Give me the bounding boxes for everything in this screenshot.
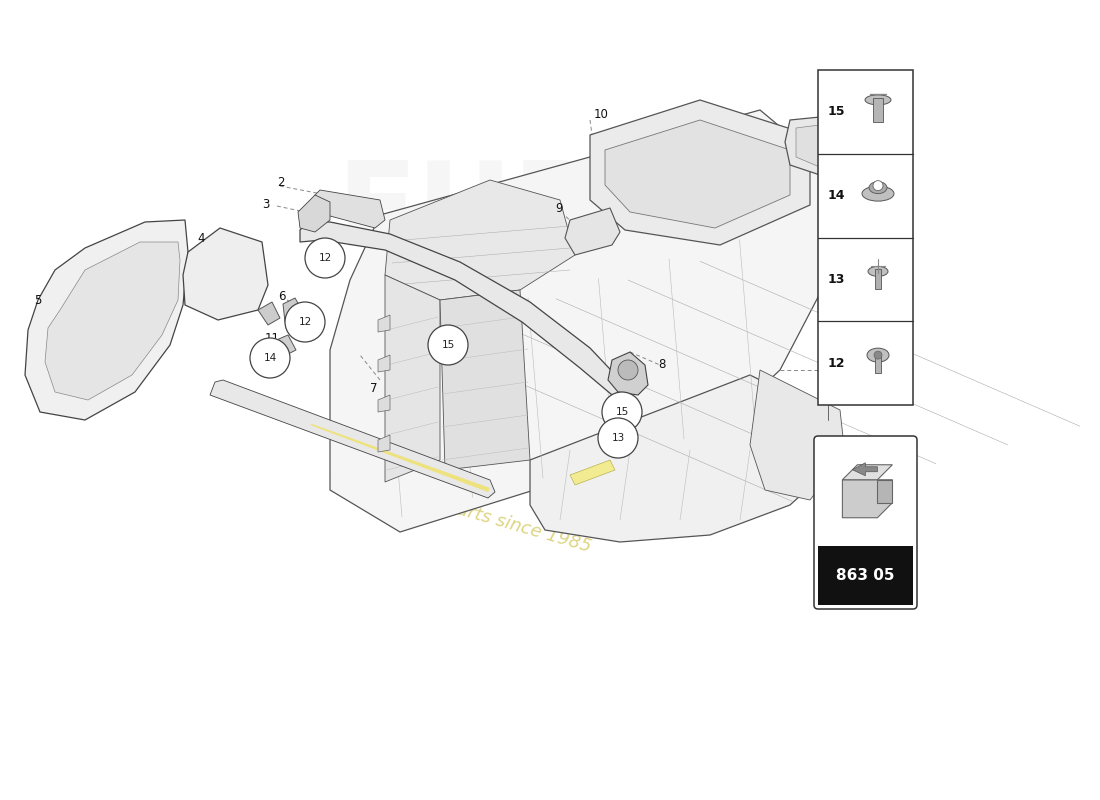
- Polygon shape: [378, 355, 390, 372]
- Polygon shape: [258, 302, 280, 325]
- Text: a passion for parts since 1985: a passion for parts since 1985: [327, 464, 593, 556]
- Polygon shape: [796, 123, 857, 168]
- Text: 14: 14: [263, 353, 276, 363]
- Bar: [874, 353, 881, 373]
- Polygon shape: [608, 352, 648, 395]
- Ellipse shape: [865, 95, 891, 105]
- Text: 15: 15: [441, 340, 454, 350]
- Polygon shape: [605, 120, 790, 228]
- Text: 4: 4: [197, 231, 205, 245]
- Text: 7: 7: [370, 382, 377, 394]
- Circle shape: [618, 360, 638, 380]
- Text: 863 05: 863 05: [836, 568, 894, 582]
- Polygon shape: [878, 480, 892, 502]
- Text: 13: 13: [612, 433, 625, 443]
- Text: 12: 12: [318, 253, 331, 263]
- Text: 10: 10: [594, 107, 609, 121]
- Ellipse shape: [862, 186, 894, 201]
- Text: 13: 13: [827, 273, 845, 286]
- Polygon shape: [183, 228, 268, 320]
- Circle shape: [598, 418, 638, 458]
- Polygon shape: [45, 242, 180, 400]
- Polygon shape: [843, 480, 892, 518]
- Text: 16: 16: [829, 129, 844, 142]
- Ellipse shape: [869, 182, 887, 194]
- FancyBboxPatch shape: [814, 436, 917, 609]
- Polygon shape: [843, 465, 892, 480]
- Text: 6: 6: [278, 290, 286, 302]
- Ellipse shape: [868, 266, 888, 276]
- Polygon shape: [385, 180, 575, 300]
- Polygon shape: [750, 370, 845, 500]
- Polygon shape: [852, 462, 878, 476]
- Text: 12: 12: [298, 317, 311, 327]
- Text: 15: 15: [827, 106, 845, 118]
- Polygon shape: [785, 115, 870, 175]
- Polygon shape: [590, 100, 810, 245]
- Polygon shape: [378, 435, 390, 452]
- Polygon shape: [330, 110, 840, 532]
- FancyBboxPatch shape: [818, 70, 913, 405]
- Polygon shape: [530, 375, 840, 542]
- Bar: [874, 270, 881, 290]
- Text: 1: 1: [836, 362, 844, 374]
- Polygon shape: [378, 315, 390, 332]
- Text: 2: 2: [277, 175, 285, 189]
- Polygon shape: [310, 424, 490, 492]
- Text: EURO
CORS: EURO CORS: [337, 156, 704, 404]
- Circle shape: [874, 351, 882, 359]
- Polygon shape: [300, 222, 625, 400]
- Bar: [818, 546, 913, 605]
- Bar: [873, 98, 883, 122]
- Polygon shape: [210, 380, 495, 498]
- Polygon shape: [315, 190, 385, 228]
- Circle shape: [285, 302, 324, 342]
- Ellipse shape: [867, 348, 889, 362]
- Polygon shape: [378, 395, 390, 412]
- Polygon shape: [272, 335, 296, 358]
- Text: 15: 15: [615, 407, 628, 417]
- Polygon shape: [298, 195, 330, 232]
- Circle shape: [305, 238, 345, 278]
- Text: 11: 11: [265, 331, 280, 345]
- Circle shape: [873, 181, 883, 190]
- Text: 9: 9: [556, 202, 562, 214]
- Polygon shape: [283, 298, 302, 322]
- Polygon shape: [440, 290, 530, 470]
- Circle shape: [250, 338, 290, 378]
- Text: 5: 5: [34, 294, 42, 306]
- Polygon shape: [570, 460, 615, 485]
- Text: 8: 8: [658, 358, 666, 371]
- Text: 14: 14: [827, 189, 845, 202]
- Circle shape: [602, 392, 642, 432]
- Polygon shape: [385, 275, 440, 482]
- Text: 3: 3: [262, 198, 270, 210]
- Polygon shape: [25, 220, 188, 420]
- Circle shape: [428, 325, 468, 365]
- Polygon shape: [565, 208, 620, 255]
- Text: 12: 12: [827, 357, 845, 370]
